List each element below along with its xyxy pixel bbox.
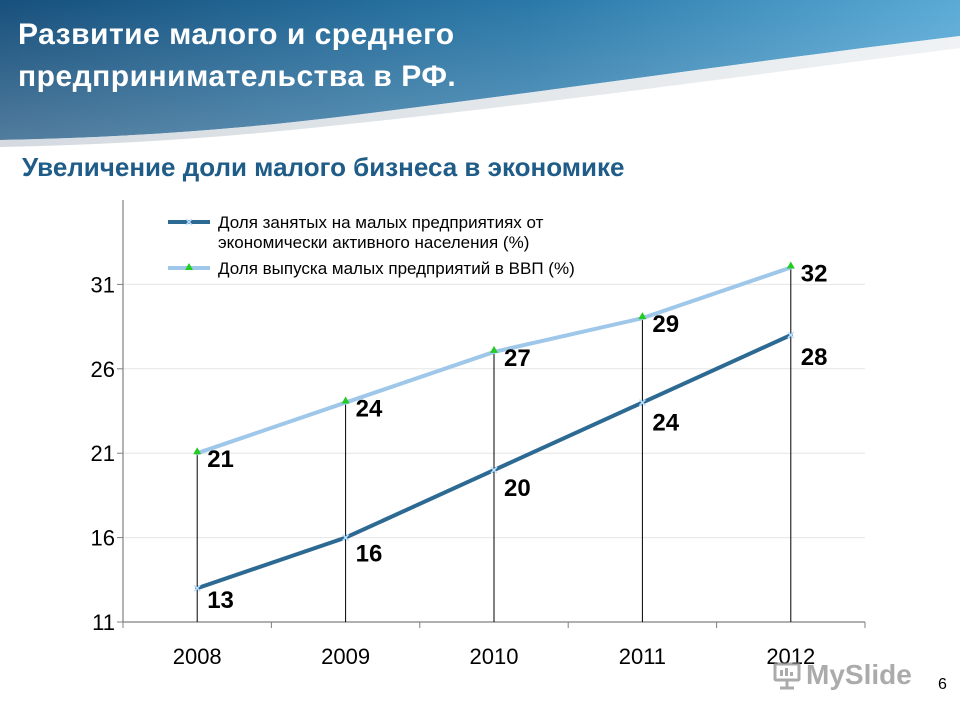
- data-label: 24: [356, 396, 383, 423]
- x-tick-label: 2010: [470, 644, 519, 669]
- x-tick-label: 2011: [619, 644, 666, 669]
- legend-marker-triangle: [185, 263, 193, 270]
- data-point-triangle: [341, 396, 350, 404]
- x-tick-label: 2009: [321, 644, 370, 669]
- data-point-triangle: [490, 345, 498, 353]
- y-tick-label: 21: [91, 441, 115, 466]
- y-tick-label: 31: [91, 272, 115, 297]
- data-label: 21: [207, 446, 234, 473]
- data-point-triangle: [193, 447, 202, 455]
- watermark-text: MySlide: [806, 659, 912, 690]
- y-tick-label: 26: [91, 357, 115, 382]
- data-point-x: [342, 534, 350, 542]
- data-point-x: [787, 331, 795, 339]
- data-label: 20: [504, 475, 531, 502]
- data-point-x: [490, 466, 498, 474]
- presentation-board-icon: [773, 662, 801, 690]
- data-label: 29: [652, 311, 679, 338]
- legend-entry: экономически активного населения (%): [218, 233, 529, 252]
- chart-drop-lines: [196, 267, 792, 622]
- data-label: 28: [801, 344, 828, 371]
- slide-title: Развитие малого и среднего предпринимате…: [18, 18, 457, 93]
- slide-subtitle: Увеличение доли малого бизнеса в экономи…: [22, 152, 625, 182]
- data-label: 13: [207, 587, 234, 614]
- chart-legend: Доля занятых на малых предприятиях отэко…: [168, 213, 575, 278]
- chart-data-labels: 13 16 20 24 28 21 24 27 29 32: [207, 261, 827, 615]
- watermark: MySlide: [772, 658, 912, 692]
- slide-number: 6: [938, 676, 947, 693]
- header-banner: [0, 0, 960, 147]
- data-point-x: [193, 584, 201, 592]
- data-label: 16: [356, 541, 383, 568]
- data-point-triangle: [638, 312, 647, 320]
- data-label: 24: [652, 410, 679, 437]
- legend-entry: Доля занятых на малых предприятиях от: [218, 213, 544, 232]
- legend-entry: Доля выпуска малых предприятий в ВВП (%): [218, 259, 575, 278]
- data-label: 32: [801, 261, 828, 288]
- y-tick-label: 16: [91, 526, 115, 551]
- data-label: 27: [504, 345, 531, 372]
- y-tick-label: 11: [92, 610, 115, 635]
- data-point-x: [638, 399, 646, 407]
- x-tick-label: 2008: [173, 644, 222, 669]
- legend-marker-x: [185, 218, 193, 226]
- chart-series: [193, 261, 795, 592]
- data-point-triangle: [786, 261, 795, 269]
